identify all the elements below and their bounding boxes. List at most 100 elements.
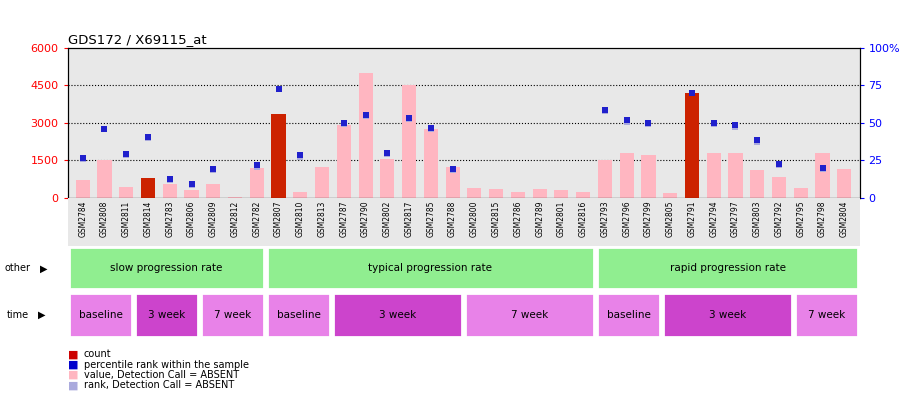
Point: [119, 152, 133, 158]
Text: ▶: ▶: [38, 310, 45, 320]
Bar: [663, 293, 792, 337]
Bar: [815, 153, 830, 198]
Text: GSM2810: GSM2810: [296, 200, 305, 237]
Bar: [333, 293, 462, 337]
Text: GSM2791: GSM2791: [688, 200, 697, 237]
Bar: [141, 179, 155, 198]
Bar: [97, 160, 112, 198]
Text: GSM2786: GSM2786: [513, 200, 522, 237]
Point: [380, 151, 394, 157]
Text: rank, Detection Call = ABSENT: rank, Detection Call = ABSENT: [84, 380, 234, 390]
Text: GSM2797: GSM2797: [731, 200, 740, 237]
Point: [97, 126, 112, 132]
Text: GSM2803: GSM2803: [752, 200, 761, 237]
Bar: [337, 125, 351, 198]
Text: GSM2807: GSM2807: [274, 200, 284, 237]
Point: [446, 167, 460, 173]
Bar: [267, 248, 594, 289]
Bar: [163, 184, 176, 198]
Bar: [663, 193, 678, 198]
Bar: [598, 160, 612, 198]
Text: 3 week: 3 week: [148, 310, 185, 320]
Point: [598, 107, 612, 113]
Point: [76, 155, 90, 161]
Bar: [76, 181, 90, 198]
Point: [272, 86, 286, 92]
Point: [380, 150, 394, 156]
Point: [641, 121, 655, 127]
Point: [358, 112, 373, 118]
Text: GSM2813: GSM2813: [318, 200, 327, 237]
Point: [750, 137, 764, 143]
Bar: [796, 293, 858, 337]
Point: [424, 125, 438, 131]
Point: [206, 167, 220, 173]
Text: GSM2812: GSM2812: [230, 200, 239, 237]
Bar: [381, 159, 394, 198]
Text: 3 week: 3 week: [709, 310, 746, 320]
Text: value, Detection Call = ABSENT: value, Detection Call = ABSENT: [84, 370, 238, 380]
Text: ■: ■: [68, 380, 78, 390]
Point: [249, 162, 264, 169]
Bar: [119, 187, 133, 198]
Text: count: count: [84, 349, 112, 360]
Text: baseline: baseline: [78, 310, 122, 320]
Text: GSM2784: GSM2784: [78, 200, 87, 237]
Point: [97, 126, 112, 132]
Bar: [402, 85, 416, 198]
Text: GSM2798: GSM2798: [818, 200, 827, 237]
Text: 7 week: 7 week: [511, 310, 548, 320]
Text: baseline: baseline: [276, 310, 320, 320]
Text: GSM2793: GSM2793: [600, 200, 609, 237]
Text: time: time: [7, 310, 30, 320]
Point: [358, 113, 373, 120]
Point: [249, 164, 264, 170]
Point: [641, 120, 655, 126]
Text: GSM2817: GSM2817: [405, 200, 414, 237]
Point: [337, 120, 351, 126]
Text: 7 week: 7 week: [214, 310, 251, 320]
Bar: [446, 167, 460, 198]
Text: GDS172 / X69115_at: GDS172 / X69115_at: [68, 32, 206, 46]
Bar: [772, 177, 786, 198]
Point: [184, 181, 199, 187]
Bar: [554, 190, 569, 198]
Bar: [272, 114, 285, 198]
Text: baseline: baseline: [607, 310, 651, 320]
Text: GSM2787: GSM2787: [339, 200, 348, 237]
Bar: [598, 248, 858, 289]
Text: GSM2783: GSM2783: [166, 200, 175, 237]
Point: [750, 138, 764, 145]
Point: [293, 153, 308, 160]
Text: 3 week: 3 week: [379, 310, 416, 320]
Text: GSM2801: GSM2801: [557, 200, 566, 237]
Bar: [642, 155, 655, 198]
Text: GSM2814: GSM2814: [143, 200, 152, 237]
Bar: [424, 129, 438, 198]
Text: ■: ■: [68, 349, 78, 360]
Point: [772, 161, 787, 167]
Bar: [794, 188, 808, 198]
Bar: [533, 189, 546, 198]
Bar: [206, 184, 220, 198]
Bar: [576, 192, 590, 198]
Text: GSM2788: GSM2788: [448, 200, 457, 237]
Bar: [69, 293, 131, 337]
Bar: [135, 293, 198, 337]
Point: [706, 120, 721, 126]
Text: GSM2792: GSM2792: [775, 200, 784, 237]
Point: [728, 122, 742, 128]
Point: [206, 166, 220, 172]
Text: other: other: [4, 263, 31, 273]
Text: GSM2815: GSM2815: [491, 200, 500, 237]
Text: GSM2790: GSM2790: [361, 200, 370, 237]
Bar: [837, 169, 851, 198]
Bar: [293, 192, 308, 198]
Bar: [598, 293, 660, 337]
Point: [424, 126, 438, 132]
Text: GSM2802: GSM2802: [382, 200, 392, 237]
Bar: [141, 178, 155, 198]
Text: slow progression rate: slow progression rate: [111, 263, 222, 273]
Bar: [358, 72, 373, 198]
Text: GSM2795: GSM2795: [796, 200, 806, 237]
